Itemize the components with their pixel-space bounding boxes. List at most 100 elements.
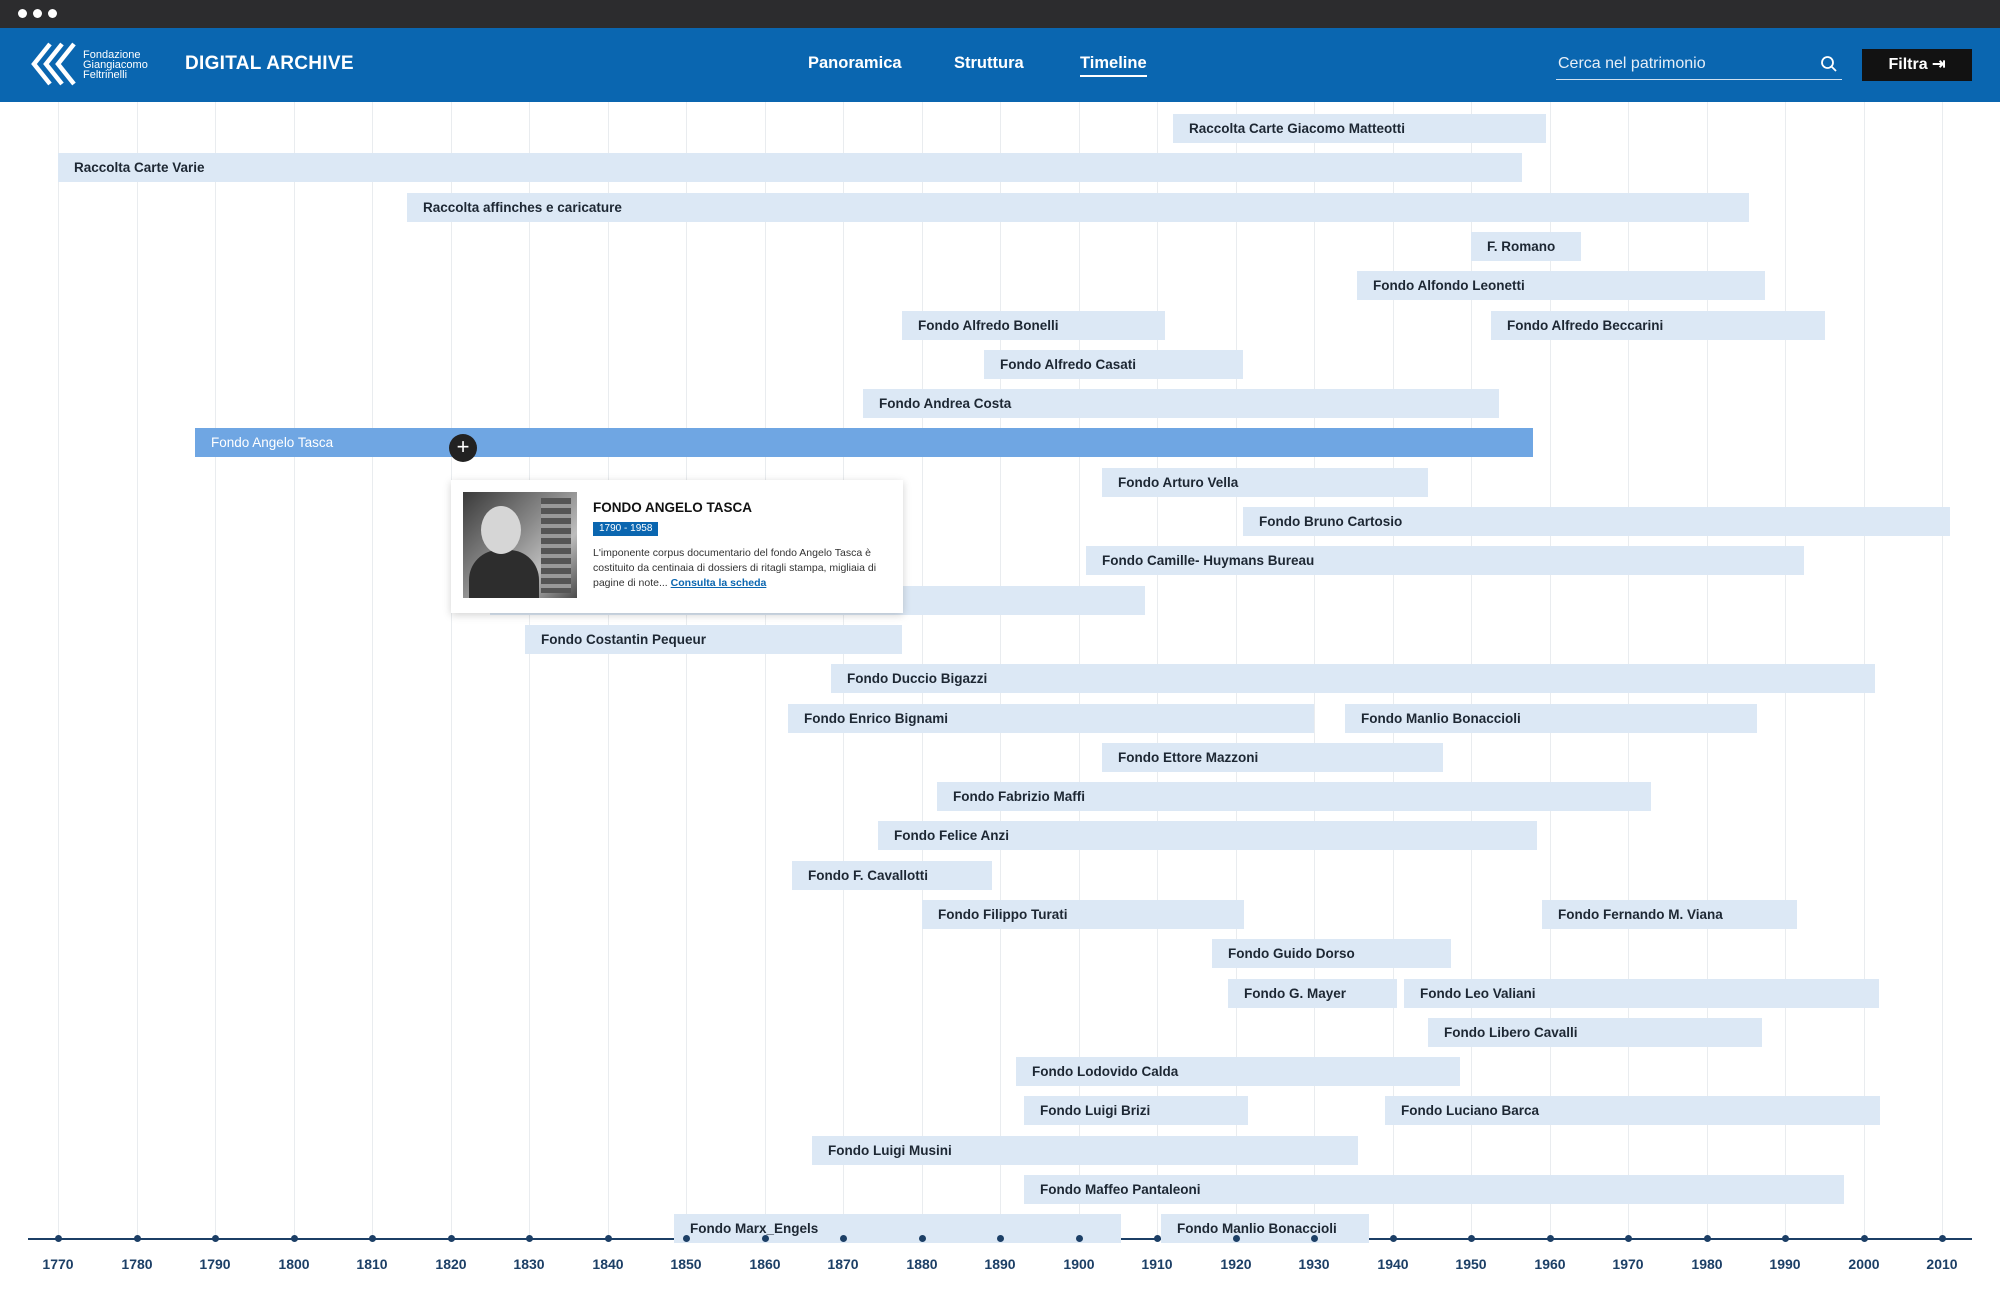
window-dot-icon[interactable]: [33, 9, 42, 18]
axis-tick-dot: [1076, 1235, 1083, 1242]
timeline-bar[interactable]: Fondo Duccio Bigazzi: [831, 664, 1875, 693]
timeline-bar[interactable]: Fondo Alfredo Casati: [984, 350, 1243, 379]
card-title: FONDO ANGELO TASCA: [593, 500, 752, 515]
window-dot-icon[interactable]: [18, 9, 27, 18]
axis-tick-dot: [1311, 1235, 1318, 1242]
gridline: [58, 102, 59, 1239]
expand-plus-icon[interactable]: +: [449, 434, 477, 462]
timeline-bar[interactable]: Raccolta Carte Giacomo Matteotti: [1173, 114, 1546, 143]
timeline-chart: Raccolta Carte Giacomo Matteotti Raccolta…: [0, 102, 2000, 1293]
axis-tick-label: 1880: [906, 1256, 938, 1272]
axis-tick-label: 1830: [513, 1256, 545, 1272]
card-description: L'imponente corpus documentario del fond…: [593, 547, 877, 589]
axis-tick-dot: [1233, 1235, 1240, 1242]
gridline: [294, 102, 295, 1239]
axis-tick-label: 1940: [1377, 1256, 1409, 1272]
gridline: [765, 102, 766, 1239]
logo-text: Fondazione Giangiacomo Feltrinelli: [83, 49, 148, 81]
timeline-bar[interactable]: F. Romano: [1471, 232, 1581, 261]
timeline-bar[interactable]: Fondo Lodovido Calda: [1016, 1057, 1460, 1086]
timeline-bar[interactable]: Fondo Filippo Turati: [922, 900, 1244, 929]
axis-tick-dot: [605, 1235, 612, 1242]
axis-tick-label: 1960: [1534, 1256, 1566, 1272]
window-chrome: [0, 0, 2000, 28]
timeline-bar[interactable]: Fondo Alfondo Leonetti: [1357, 271, 1765, 300]
axis-tick-dot: [919, 1235, 926, 1242]
timeline-bar[interactable]: Fondo Ettore Mazzoni: [1102, 743, 1443, 772]
axis-tick-dot: [997, 1235, 1004, 1242]
axis-tick-label: 1920: [1220, 1256, 1252, 1272]
axis-tick-dot: [1390, 1235, 1397, 1242]
timeline-bar[interactable]: Fondo F. Cavallotti: [792, 861, 992, 890]
axis-tick-dot: [1625, 1235, 1632, 1242]
axis-tick-label: 1840: [592, 1256, 624, 1272]
timeline-bar[interactable]: Fondo Luigi Musini: [812, 1136, 1358, 1165]
axis-tick-dot: [1704, 1235, 1711, 1242]
axis-tick-dot: [840, 1235, 847, 1242]
axis-tick-label: 1980: [1691, 1256, 1723, 1272]
timeline-bar[interactable]: Fondo Felice Anzi: [878, 821, 1537, 850]
axis-tick-label: 2000: [1848, 1256, 1880, 1272]
nav-struttura[interactable]: Struttura: [954, 54, 1024, 72]
timeline-bar[interactable]: Fondo Fernando M. Viana: [1542, 900, 1797, 929]
nav-timeline[interactable]: Timeline: [1080, 54, 1147, 77]
axis-tick-label: 1780: [121, 1256, 153, 1272]
timeline-bar[interactable]: Fondo Leo Valiani: [1404, 979, 1879, 1008]
axis-tick-dot: [448, 1235, 455, 1242]
axis-tick-dot: [369, 1235, 376, 1242]
axis-tick-label: 1820: [435, 1256, 467, 1272]
timeline-bar[interactable]: Fondo Alfredo Bonelli: [902, 311, 1165, 340]
timeline-bar[interactable]: Fondo Andrea Costa: [863, 389, 1499, 418]
portrait-photo: [463, 492, 577, 598]
timeline-bar[interactable]: Fondo Alfredo Beccarini: [1491, 311, 1825, 340]
axis-tick-dot: [1939, 1235, 1946, 1242]
timeline-bar[interactable]: Fondo Luciano Barca: [1385, 1096, 1880, 1125]
search-input[interactable]: [1558, 52, 1808, 76]
axis-tick-dot: [1154, 1235, 1161, 1242]
timeline-bar[interactable]: Fondo Libero Cavalli: [1428, 1018, 1762, 1047]
filter-button[interactable]: Filtra ⇥: [1862, 49, 1972, 81]
timeline-bar[interactable]: Fondo Fabrizio Maffi: [937, 782, 1651, 811]
timeline-bar[interactable]: Fondo Bruno Cartosio: [1243, 507, 1950, 536]
gridline: [372, 102, 373, 1239]
timeline-bar[interactable]: Fondo Luigi Brizi: [1024, 1096, 1248, 1125]
gridline: [215, 102, 216, 1239]
feltrinelli-logo-icon[interactable]: [28, 40, 78, 88]
timeline-bar[interactable]: Fondo Costantin Pequeur: [525, 625, 902, 654]
axis-tick-label: 1800: [278, 1256, 310, 1272]
axis-tick-label: 1890: [984, 1256, 1016, 1272]
timeline-bar[interactable]: Raccolta affinches e caricature: [407, 193, 1749, 222]
axis-tick-label: 1970: [1612, 1256, 1644, 1272]
axis-tick-dot: [683, 1235, 690, 1242]
app-title[interactable]: DIGITAL ARCHIVE: [185, 53, 354, 74]
nav-panoramica[interactable]: Panoramica: [808, 54, 902, 72]
timeline-bar[interactable]: Fondo Maffeo Pantaleoni: [1024, 1175, 1844, 1204]
timeline-bar[interactable]: Fondo Angelo Tasca: [195, 428, 1533, 457]
gridline: [451, 102, 452, 1239]
window-dot-icon[interactable]: [48, 9, 57, 18]
consulta-scheda-link[interactable]: Consulta la scheda: [670, 577, 767, 589]
axis-tick-label: 1860: [749, 1256, 781, 1272]
axis-tick-dot: [55, 1235, 62, 1242]
axis-tick-label: 1990: [1769, 1256, 1801, 1272]
search-icon[interactable]: [1820, 55, 1838, 73]
axis-tick-dot: [291, 1235, 298, 1242]
fondo-preview-card[interactable]: FONDO ANGELO TASCA 1790 - 1958 L'imponen…: [451, 480, 903, 613]
axis-tick-dot: [1468, 1235, 1475, 1242]
timeline-bar[interactable]: Fondo G. Mayer: [1228, 979, 1397, 1008]
timeline-bar[interactable]: Fondo Marx_Engels: [674, 1214, 1121, 1243]
timeline-bar[interactable]: Fondo Guido Dorso: [1212, 939, 1451, 968]
timeline-bar[interactable]: Fondo Manlio Bonaccioli: [1161, 1214, 1369, 1243]
axis-tick-dot: [526, 1235, 533, 1242]
axis-tick-label: 1770: [42, 1256, 74, 1272]
timeline-bar[interactable]: Fondo Camille- Huymans Bureau: [1086, 546, 1804, 575]
timeline-bar[interactable]: Fondo Enrico Bignami: [788, 704, 1314, 733]
axis-tick-label: 1910: [1141, 1256, 1173, 1272]
timeline-bar[interactable]: Fondo Manlio Bonaccioli: [1345, 704, 1757, 733]
timeline-bar[interactable]: Raccolta Carte Varie: [58, 153, 1522, 182]
axis-tick-label: 1850: [670, 1256, 702, 1272]
gridline: [529, 102, 530, 1239]
axis-tick-dot: [212, 1235, 219, 1242]
gridline: [608, 102, 609, 1239]
timeline-bar[interactable]: Fondo Arturo Vella: [1102, 468, 1428, 497]
